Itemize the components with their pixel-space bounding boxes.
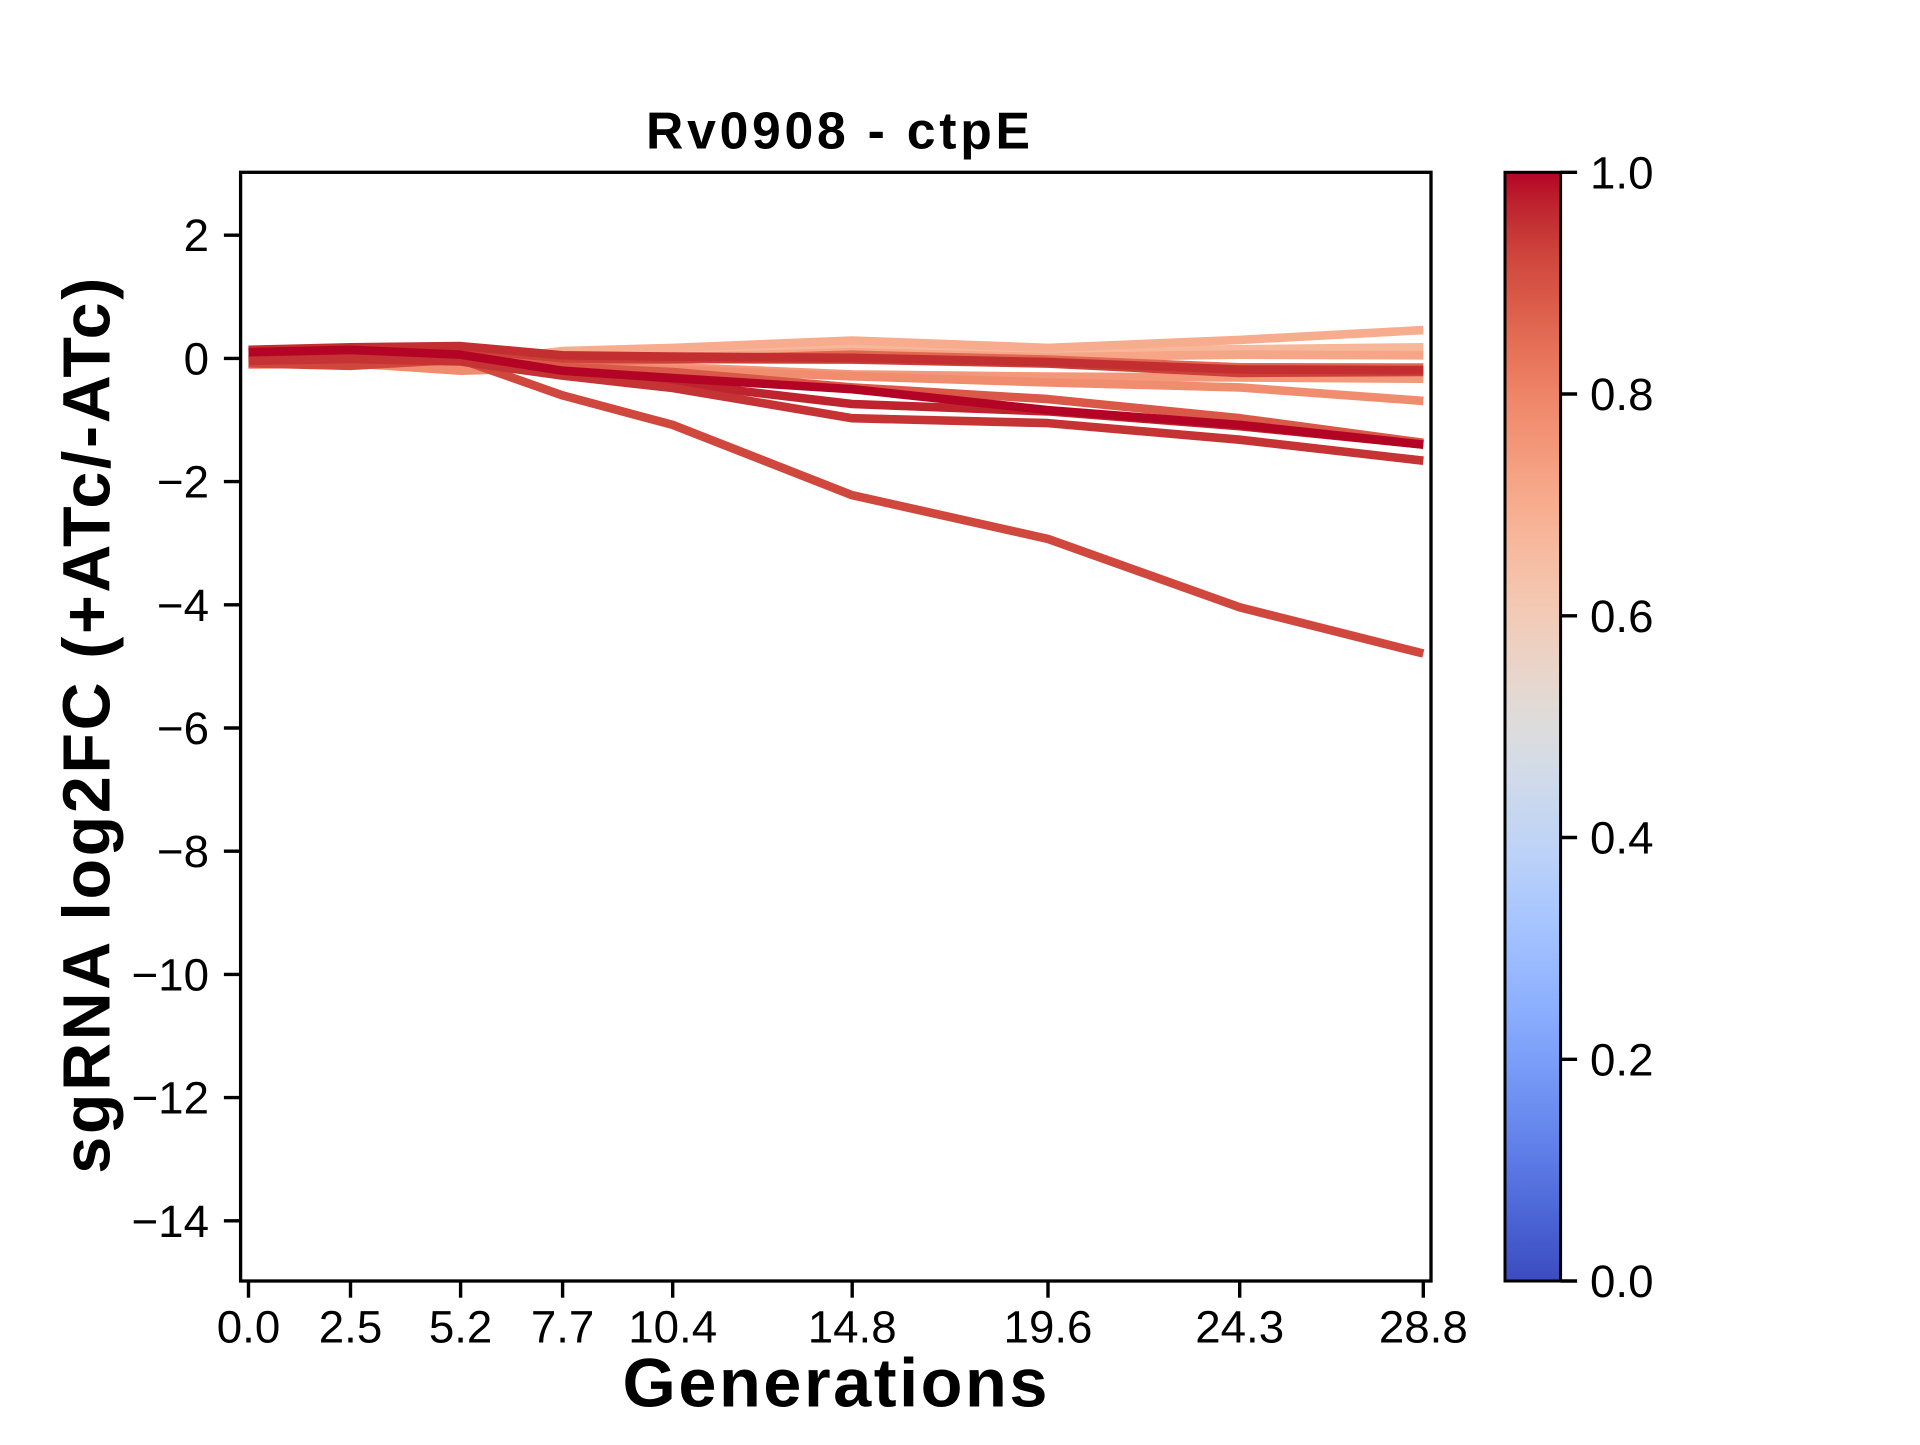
- svg-text:0.2: 0.2: [1590, 1034, 1654, 1085]
- svg-text:19.6: 19.6: [1004, 1302, 1093, 1353]
- svg-text:0.8: 0.8: [1590, 369, 1654, 420]
- svg-text:7.7: 7.7: [531, 1302, 595, 1353]
- svg-text:−10: −10: [132, 949, 210, 1000]
- svg-text:2.5: 2.5: [319, 1302, 383, 1353]
- svg-text:0.4: 0.4: [1590, 813, 1654, 864]
- svg-text:2: 2: [184, 210, 209, 261]
- svg-text:−6: −6: [157, 703, 209, 754]
- svg-text:14.8: 14.8: [808, 1302, 897, 1353]
- svg-text:−2: −2: [157, 457, 209, 508]
- svg-text:10.4: 10.4: [628, 1302, 717, 1353]
- svg-text:Rv0908 - ctpE: Rv0908 - ctpE: [646, 102, 1030, 160]
- svg-text:0: 0: [184, 333, 209, 384]
- svg-text:0.0: 0.0: [1590, 1256, 1654, 1307]
- svg-text:sgRNA log2FC (+ATc/-ATc): sgRNA log2FC (+ATc/-ATc): [51, 278, 125, 1174]
- svg-text:−8: −8: [157, 826, 209, 877]
- svg-text:24.3: 24.3: [1195, 1302, 1284, 1353]
- svg-text:0.6: 0.6: [1590, 591, 1654, 642]
- svg-text:Generations: Generations: [623, 1345, 1048, 1422]
- svg-text:−14: −14: [132, 1196, 210, 1247]
- svg-text:1.0: 1.0: [1590, 147, 1654, 198]
- svg-text:28.8: 28.8: [1379, 1302, 1468, 1353]
- svg-text:5.2: 5.2: [429, 1302, 493, 1353]
- svg-text:−4: −4: [157, 580, 209, 631]
- svg-text:0.0: 0.0: [217, 1302, 281, 1353]
- svg-text:−12: −12: [132, 1073, 210, 1124]
